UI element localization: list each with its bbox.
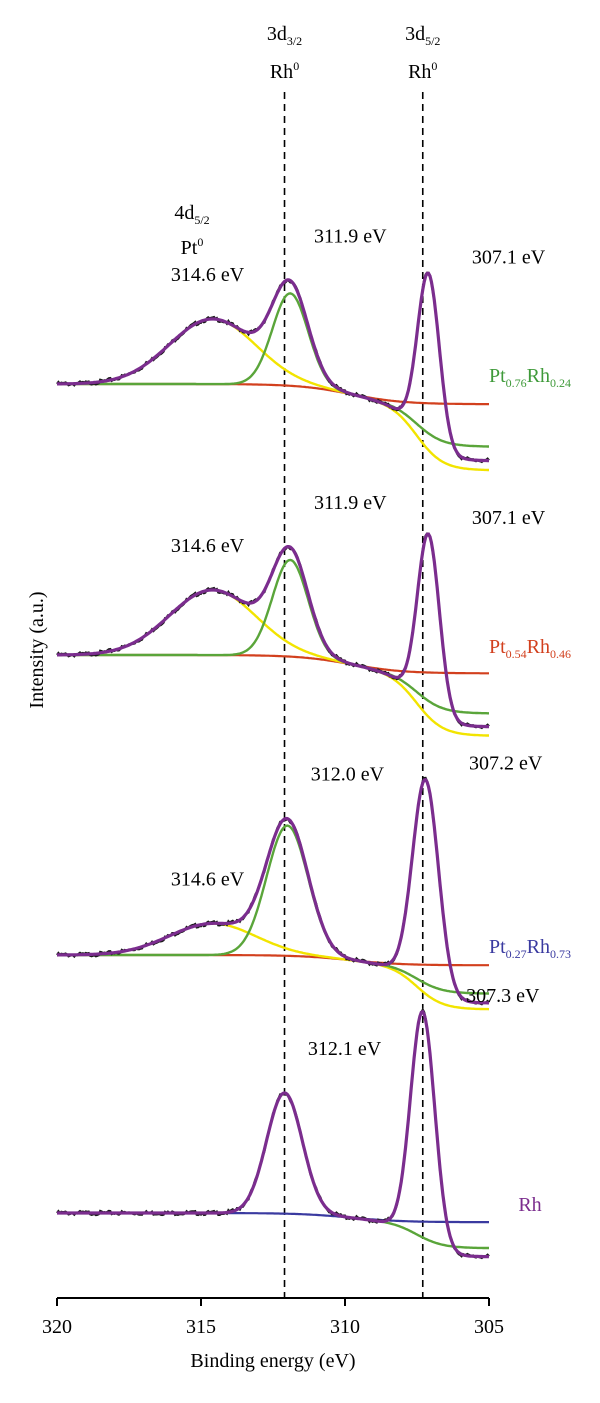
reference-line-label-part: 5/2 xyxy=(425,34,440,48)
x-tick-label: 310 xyxy=(330,1316,360,1338)
pt-4d-label: 4d5/2 xyxy=(174,202,209,227)
peak-label: 312.0 eV xyxy=(311,764,385,786)
pt-4d-element-part: Pt xyxy=(181,237,198,259)
sample-label-part: 0.27 xyxy=(506,947,527,961)
envelope-curve xyxy=(57,532,489,729)
peak-label: 311.9 eV xyxy=(314,492,387,514)
spectrum-panel xyxy=(56,532,490,737)
sample-label-part: 0.76 xyxy=(506,376,527,390)
background-line xyxy=(57,953,489,967)
reference-line-element-part: 0 xyxy=(293,59,299,73)
rh-component-curve xyxy=(57,292,489,448)
spectrum-panel xyxy=(56,271,490,472)
reference-line-element-part: Rh xyxy=(408,61,431,83)
sample-label-part: Pt xyxy=(489,636,506,658)
x-axis-title: Binding energy (eV) xyxy=(190,1350,355,1372)
x-tick-label: 320 xyxy=(42,1316,72,1338)
pt-4d-label-part: 4d xyxy=(174,202,194,224)
envelope-curve xyxy=(56,777,489,1005)
x-axis-ticks: 320 315 310 305 xyxy=(42,1298,504,1338)
x-tick-label: 315 xyxy=(186,1316,216,1338)
pt-4d-element: Pt0 xyxy=(181,235,204,259)
sample-label-part: Rh xyxy=(518,1194,541,1216)
reference-line-label: 3d3/2 xyxy=(267,23,302,48)
envelope-curve xyxy=(57,1009,490,1259)
pt-component-curve xyxy=(56,922,490,1011)
peak-label: 307.1 eV xyxy=(472,246,546,268)
sample-label: Rh xyxy=(518,1194,541,1216)
reference-line-label-part: 3/2 xyxy=(287,34,302,48)
rh-component-curve xyxy=(57,824,489,995)
spectra xyxy=(56,271,490,1260)
x-axis: 320 315 310 305 Binding energy (eV) xyxy=(42,1297,504,1372)
experimental-curve xyxy=(56,776,490,1006)
y-axis-title: Intensity (a.u.) xyxy=(26,591,48,708)
peak-label: 312.1 eV xyxy=(308,1038,382,1060)
sample-label: Pt0.76Rh0.24 xyxy=(489,365,571,390)
reference-line-element: Rh0 xyxy=(270,59,299,83)
reference-line-label-part: 3d xyxy=(405,23,425,45)
reference-line-element: Rh0 xyxy=(408,59,437,83)
spectrum-panel xyxy=(56,776,490,1011)
rh-component-curve xyxy=(57,558,489,715)
peak-label: 307.2 eV xyxy=(469,753,543,775)
pt-4d-element-part: 0 xyxy=(197,235,203,249)
peak-label: 307.3 eV xyxy=(466,985,540,1007)
spectrum-panel xyxy=(56,1007,490,1260)
pt-4d-label-part: 5/2 xyxy=(194,213,209,227)
reference-line-element-part: Rh xyxy=(270,61,293,83)
envelope-curve xyxy=(57,271,489,463)
pt-component-curve xyxy=(57,588,489,737)
reference-line-label-part: 3d xyxy=(267,23,287,45)
peak-label: 311.9 eV xyxy=(314,226,387,248)
x-tick-label: 305 xyxy=(474,1316,504,1338)
sample-label-part: Pt xyxy=(489,936,506,958)
background-line xyxy=(57,653,489,675)
sample-label-part: 0.54 xyxy=(506,647,527,661)
sample-label-part: Pt xyxy=(489,365,506,387)
sample-label: Pt0.27Rh0.73 xyxy=(489,936,571,961)
sample-label-part: Rh xyxy=(527,636,550,658)
sample-label-part: 0.46 xyxy=(550,647,571,661)
sample-label-part: Rh xyxy=(527,365,550,387)
sample-label-part: Rh xyxy=(527,936,550,958)
reference-line-element-part: 0 xyxy=(431,59,437,73)
reference-line-label: 3d5/2 xyxy=(405,23,440,48)
peak-label: 314.6 eV xyxy=(171,868,245,890)
sample-label: Pt0.54Rh0.46 xyxy=(489,636,571,661)
sample-label-part: 0.73 xyxy=(550,947,571,961)
pt-component-curve xyxy=(57,317,489,472)
reference-lines xyxy=(283,92,424,1298)
background-line xyxy=(57,382,489,406)
sample-label-part: 0.24 xyxy=(550,376,571,390)
peak-label: 314.6 eV xyxy=(171,264,245,286)
peak-label: 307.1 eV xyxy=(472,507,546,529)
peak-label: 314.6 eV xyxy=(171,535,245,557)
